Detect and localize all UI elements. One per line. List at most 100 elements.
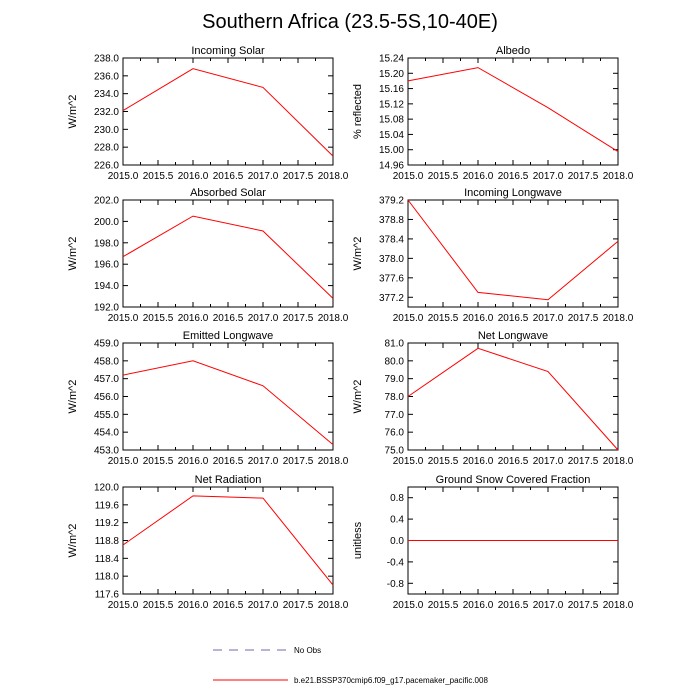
panel-title: Absorbed Solar: [190, 187, 266, 199]
y-tick-label: 15.16: [379, 84, 404, 95]
x-tick-label: 2016.0: [463, 171, 494, 182]
x-tick-label: 2016.5: [213, 171, 244, 182]
x-tick-label: 2017.0: [248, 171, 279, 182]
y-tick-label: 194.0: [94, 281, 119, 292]
x-tick-label: 2016.0: [178, 456, 209, 467]
y-axis-label: % reflected: [352, 84, 364, 139]
x-tick-label: 2015.0: [108, 171, 139, 182]
y-tick-label: 79.0: [385, 374, 405, 385]
y-tick-label: 15.12: [379, 99, 404, 110]
y-tick-label: 15.00: [379, 145, 404, 156]
x-tick-label: 2017.0: [533, 456, 564, 467]
y-axis-label: W/m^2: [352, 237, 364, 271]
y-tick-label: 198.0: [94, 238, 119, 249]
x-tick-label: 2016.5: [498, 456, 529, 467]
y-tick-label: 119.2: [95, 518, 120, 529]
y-axis-label: W/m^2: [67, 380, 79, 414]
plot-frame: [122, 342, 334, 451]
y-tick-label: 454.0: [94, 428, 119, 439]
x-tick-label: 2018.0: [318, 456, 349, 467]
y-tick-label: 196.0: [94, 260, 119, 271]
panel-grid: Incoming Solar 2015.0 2015.5 2016.0 2016.5 20…: [67, 45, 634, 611]
x-tick-label: 2015.5: [143, 313, 174, 324]
y-tick-label: 200.0: [94, 217, 119, 228]
chart-panel: Emitted Longwave 2015.0 2015.5 2016.0 2016.5…: [67, 330, 349, 467]
y-tick-label: 379.2: [379, 196, 404, 207]
y-tick-label: 238.0: [94, 54, 119, 65]
y-tick-label: 377.6: [379, 273, 404, 284]
panel-title: Incoming Longwave: [464, 187, 562, 199]
x-tick-label: 2015.5: [428, 313, 459, 324]
x-tick-label: 2018.0: [318, 171, 349, 182]
legend: No Obs b.e21.BSSP370cmip6.f09_g17.pacema…: [213, 646, 488, 685]
x-tick-label: 2016.0: [463, 600, 494, 611]
y-tick-label: 14.96: [379, 161, 404, 172]
y-tick-label: 15.20: [379, 69, 404, 80]
y-axis-label: W/m^2: [67, 524, 79, 558]
panel-title: Ground Snow Covered Fraction: [436, 474, 591, 486]
x-tick-label: 2017.5: [283, 456, 314, 467]
series-line: [407, 67, 619, 153]
x-tick-label: 2015.0: [393, 600, 424, 611]
x-tick-label: 2016.5: [498, 600, 529, 611]
x-tick-label: 2016.0: [178, 600, 209, 611]
y-tick-label: 377.2: [379, 293, 404, 304]
y-tick-label: 120.0: [94, 483, 119, 494]
y-tick-label: 117.6: [95, 590, 120, 601]
x-tick-label: 2015.5: [143, 456, 174, 467]
x-tick-label: 2017.5: [568, 313, 599, 324]
chart-panel: Albedo 2015.0 2015.5 2016.0 2016.5 2017.0 2017…: [352, 45, 634, 182]
series-line: [122, 495, 334, 586]
legend-no-obs-label: No Obs: [294, 646, 321, 655]
panel-title: Net Longwave: [478, 330, 548, 342]
plot-frame: [122, 486, 334, 595]
x-tick-label: 2017.5: [283, 313, 314, 324]
series-line: [407, 199, 619, 301]
chart-panel: Incoming Solar 2015.0 2015.5 2016.0 2016.5 20…: [67, 45, 349, 182]
panel-title: Emitted Longwave: [183, 330, 274, 342]
y-tick-label: 77.0: [385, 410, 405, 421]
x-tick-label: 2017.5: [568, 171, 599, 182]
y-axis-label: W/m^2: [352, 380, 364, 414]
y-tick-label: 459.0: [94, 339, 119, 350]
x-tick-label: 2015.0: [393, 456, 424, 467]
x-tick-label: 2018.0: [318, 600, 349, 611]
y-tick-label: 0.4: [390, 515, 404, 526]
x-tick-label: 2016.5: [213, 600, 244, 611]
x-tick-label: 2015.5: [428, 456, 459, 467]
y-tick-label: 118.0: [95, 572, 120, 583]
x-tick-label: 2016.0: [463, 456, 494, 467]
panel-title: Net Radiation: [195, 474, 262, 486]
x-tick-label: 2016.5: [498, 313, 529, 324]
legend-model-label: b.e21.BSSP370cmip6.f09_g17.pacemaker_pac…: [294, 676, 488, 685]
y-tick-label: 81.0: [385, 339, 405, 350]
y-tick-label: 378.8: [379, 215, 404, 226]
y-tick-label: 80.0: [385, 356, 405, 367]
x-tick-label: 2015.0: [393, 171, 424, 182]
x-tick-label: 2015.0: [393, 313, 424, 324]
y-tick-label: 228.0: [94, 143, 119, 154]
x-tick-label: 2015.0: [108, 313, 139, 324]
x-tick-label: 2018.0: [603, 456, 634, 467]
y-tick-label: 453.0: [94, 446, 119, 457]
x-tick-label: 2017.0: [533, 313, 564, 324]
chart-panel: Ground Snow Covered Fraction 2015.0 2015.5…: [352, 474, 634, 611]
x-tick-label: 2017.5: [568, 600, 599, 611]
x-tick-label: 2015.0: [108, 600, 139, 611]
chart-panel: Net Longwave 2015.0 2015.5 2016.0 2016.5 2017…: [352, 330, 634, 467]
y-tick-label: 118.4: [95, 554, 120, 565]
x-tick-label: 2015.5: [143, 600, 174, 611]
chart-panel: Incoming Longwave 2015.0 2015.5 2016.0 2016.…: [352, 187, 634, 324]
x-tick-label: 2016.5: [213, 456, 244, 467]
x-tick-label: 2016.0: [178, 171, 209, 182]
plot-frame: [122, 199, 334, 308]
y-tick-label: 118.8: [95, 536, 120, 547]
y-tick-label: 15.24: [379, 54, 404, 65]
x-tick-label: 2017.5: [283, 600, 314, 611]
x-tick-label: 2017.5: [283, 171, 314, 182]
y-tick-label: 0.0: [390, 536, 404, 547]
y-tick-label: 76.0: [385, 428, 405, 439]
x-tick-label: 2016.5: [498, 171, 529, 182]
x-tick-label: 2017.0: [248, 313, 279, 324]
